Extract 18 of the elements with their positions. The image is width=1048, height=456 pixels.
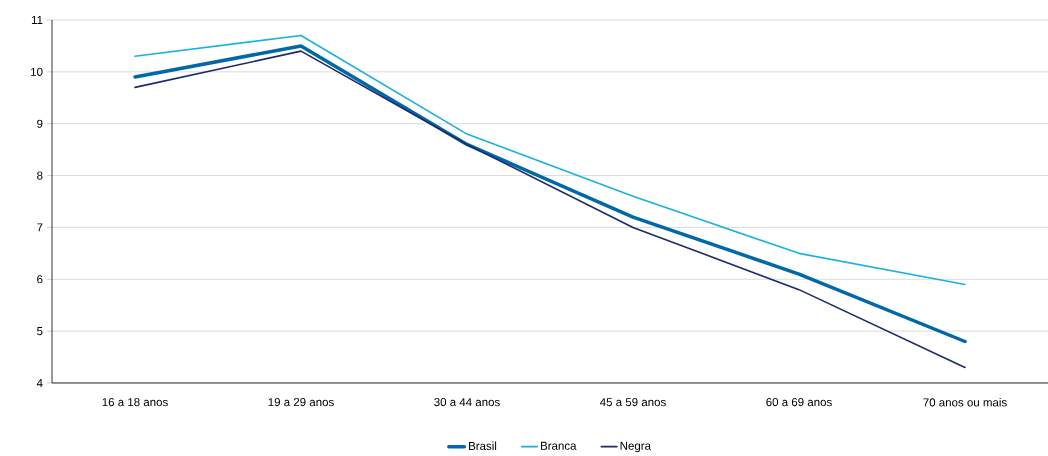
- legend-label: Negra: [620, 441, 651, 453]
- legend-label: Branca: [540, 441, 577, 450]
- legend-label: Brasil: [469, 441, 497, 451]
- y-tick-label: 11: [31, 16, 43, 24]
- x-tick-label: 16 a 18 anos: [102, 398, 168, 407]
- y-tick-label: 5: [37, 327, 43, 336]
- x-tick-label: 45 a 59 anos: [600, 398, 666, 407]
- x-tick-label: 30 a 44 anos: [434, 398, 500, 407]
- y-tick-label: 10: [31, 67, 43, 76]
- x-tick-label: 19 a 29 anos: [268, 398, 334, 407]
- y-tick-label: 7: [37, 223, 43, 232]
- y-tick-label: 9: [37, 119, 43, 128]
- x-tick-label: 70 anos ou mais: [923, 398, 1007, 407]
- y-tick-label: 6: [37, 275, 43, 284]
- line-series: [134, 34, 966, 286]
- x-tick-label: 60 a 69 anos: [766, 398, 832, 407]
- y-tick-label: 8: [37, 171, 43, 180]
- y-tick-label: 4: [36, 379, 43, 387]
